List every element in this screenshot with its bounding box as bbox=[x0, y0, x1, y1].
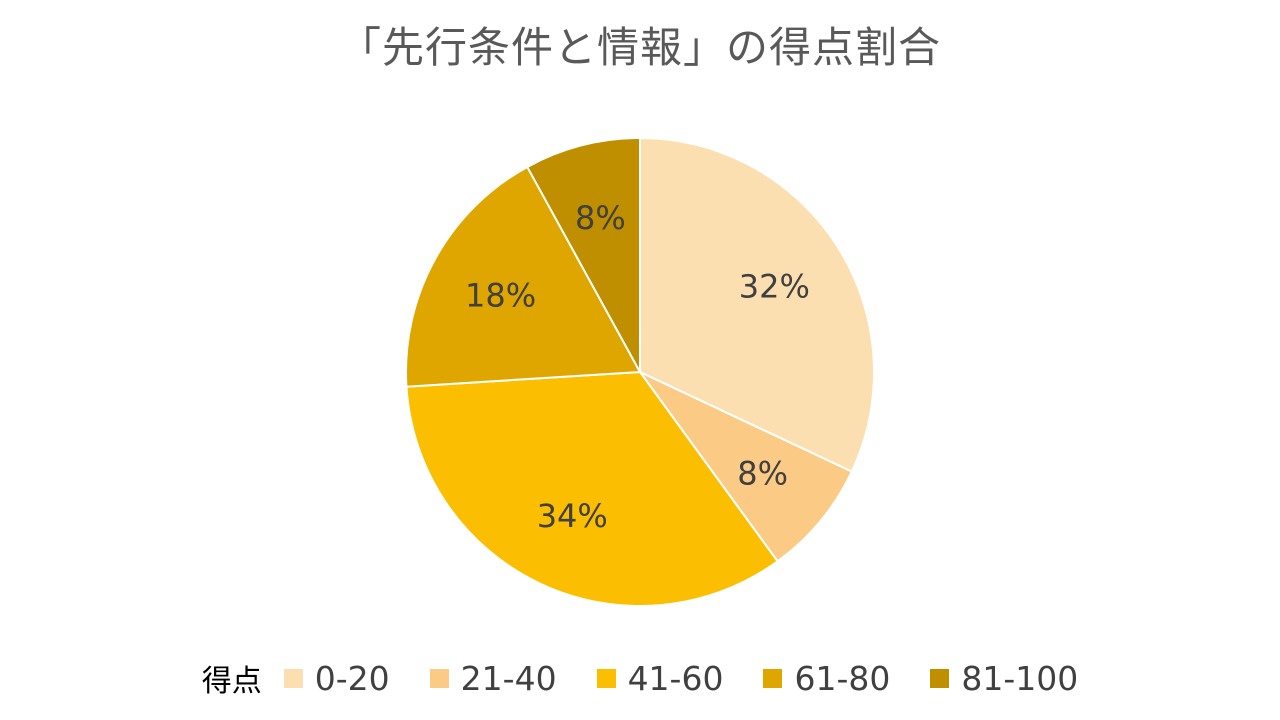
chart-title: 「先行条件と情報」の得点割合 bbox=[338, 23, 941, 72]
legend-item-81-100: 81-100 bbox=[930, 659, 1078, 698]
legend-swatch bbox=[930, 668, 950, 688]
legend-swatch bbox=[596, 668, 616, 688]
legend-label: 21-40 bbox=[460, 658, 557, 698]
legend-swatch bbox=[283, 668, 303, 688]
legend-label: 81-100 bbox=[961, 658, 1079, 698]
legend-swatch bbox=[429, 668, 449, 688]
legend-item-61-80: 61-80 bbox=[763, 659, 890, 698]
legend-item-21-40: 21-40 bbox=[429, 658, 557, 698]
pie-slice-41-60 bbox=[405, 370, 779, 607]
pie-chart: 32% 8% 34% 18% 8% bbox=[405, 136, 875, 607]
data-label-41-60: 34% bbox=[537, 497, 608, 535]
pie-slice-21-40 bbox=[639, 371, 854, 563]
legend-title: 得点 bbox=[201, 664, 262, 699]
data-label-0-20: 32% bbox=[739, 268, 810, 306]
data-label-81-100: 8% bbox=[575, 199, 626, 237]
legend-swatch bbox=[763, 668, 783, 688]
legend-label: 0-20 bbox=[314, 658, 390, 698]
chart-legend: 得点 0-20 21-40 41-60 61-80 81-100 bbox=[0, 656, 1280, 700]
legend-label: 61-80 bbox=[794, 658, 891, 698]
pie-slice-61-80 bbox=[405, 165, 642, 388]
legend-item-41-60: 41-60 bbox=[596, 658, 724, 698]
data-label-21-40: 8% bbox=[737, 454, 788, 492]
legend-label: 41-60 bbox=[627, 658, 724, 698]
data-label-61-80: 18% bbox=[465, 276, 536, 314]
pie-slice-81-100 bbox=[525, 136, 641, 373]
pie-slice-0-20 bbox=[639, 136, 875, 473]
legend-item-0-20: 0-20 bbox=[283, 658, 390, 698]
